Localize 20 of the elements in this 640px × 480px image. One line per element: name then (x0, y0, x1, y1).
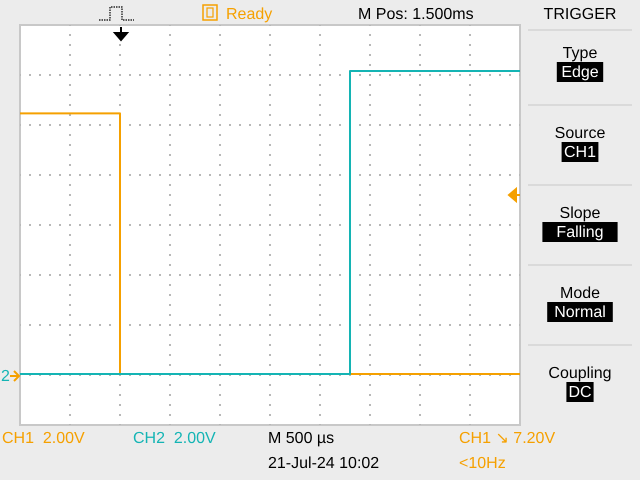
text: CH1 ↘ 7.20V (459, 430, 556, 447)
text: Coupling (548, 365, 612, 382)
text: M 500 µs (268, 430, 334, 447)
text: Mode (560, 285, 600, 302)
text: Edge (561, 64, 599, 81)
text: M Pos: 1.500ms (358, 6, 474, 23)
text: Ready (226, 6, 272, 23)
text: Falling (556, 224, 604, 241)
text: 21-Jul-24 10:02 (268, 455, 380, 472)
text: CH1 2.00V (2, 430, 86, 447)
text: <10Hz (459, 455, 506, 472)
text: DC (568, 384, 592, 401)
text: CH2 2.00V (133, 430, 216, 447)
text: Slope (560, 205, 601, 222)
text: 2 (1, 368, 10, 385)
text: Source (554, 125, 606, 142)
text: CH1 (564, 144, 596, 161)
text: Type (562, 45, 598, 62)
text: Normal (554, 304, 606, 321)
text: TRIGGER (544, 6, 616, 23)
